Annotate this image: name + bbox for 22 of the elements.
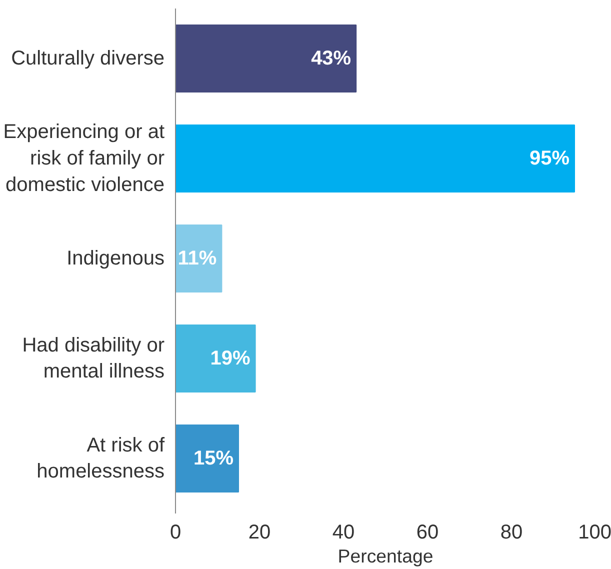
data-label: 19% xyxy=(210,348,251,370)
x-tick-label: 80 xyxy=(500,522,523,544)
x-tick-label: 100 xyxy=(578,522,611,544)
bar xyxy=(176,224,222,292)
x-tick-label: 20 xyxy=(248,522,271,544)
y-tick-label: Had disability or mental illness xyxy=(22,334,165,383)
data-label: 15% xyxy=(193,448,234,470)
x-tick-label: 60 xyxy=(416,522,439,544)
bar xyxy=(176,324,256,392)
bar xyxy=(176,424,239,492)
y-tick-label: At risk of homelessness xyxy=(36,434,165,483)
x-tick-label: 0 xyxy=(170,522,182,544)
x-tick-label: 40 xyxy=(332,522,355,544)
bar xyxy=(176,24,357,92)
x-axis-title: Percentage xyxy=(338,546,434,566)
y-tick-label: Indigenous xyxy=(66,248,165,270)
y-tick-label: Culturally diverse xyxy=(11,48,164,70)
bar xyxy=(176,124,575,192)
data-label: 95% xyxy=(529,148,570,170)
data-label: 43% xyxy=(311,48,352,70)
data-label: 11% xyxy=(178,248,217,270)
y-tick-label: Experiencing or at risk of family or domestic violence xyxy=(3,121,165,196)
